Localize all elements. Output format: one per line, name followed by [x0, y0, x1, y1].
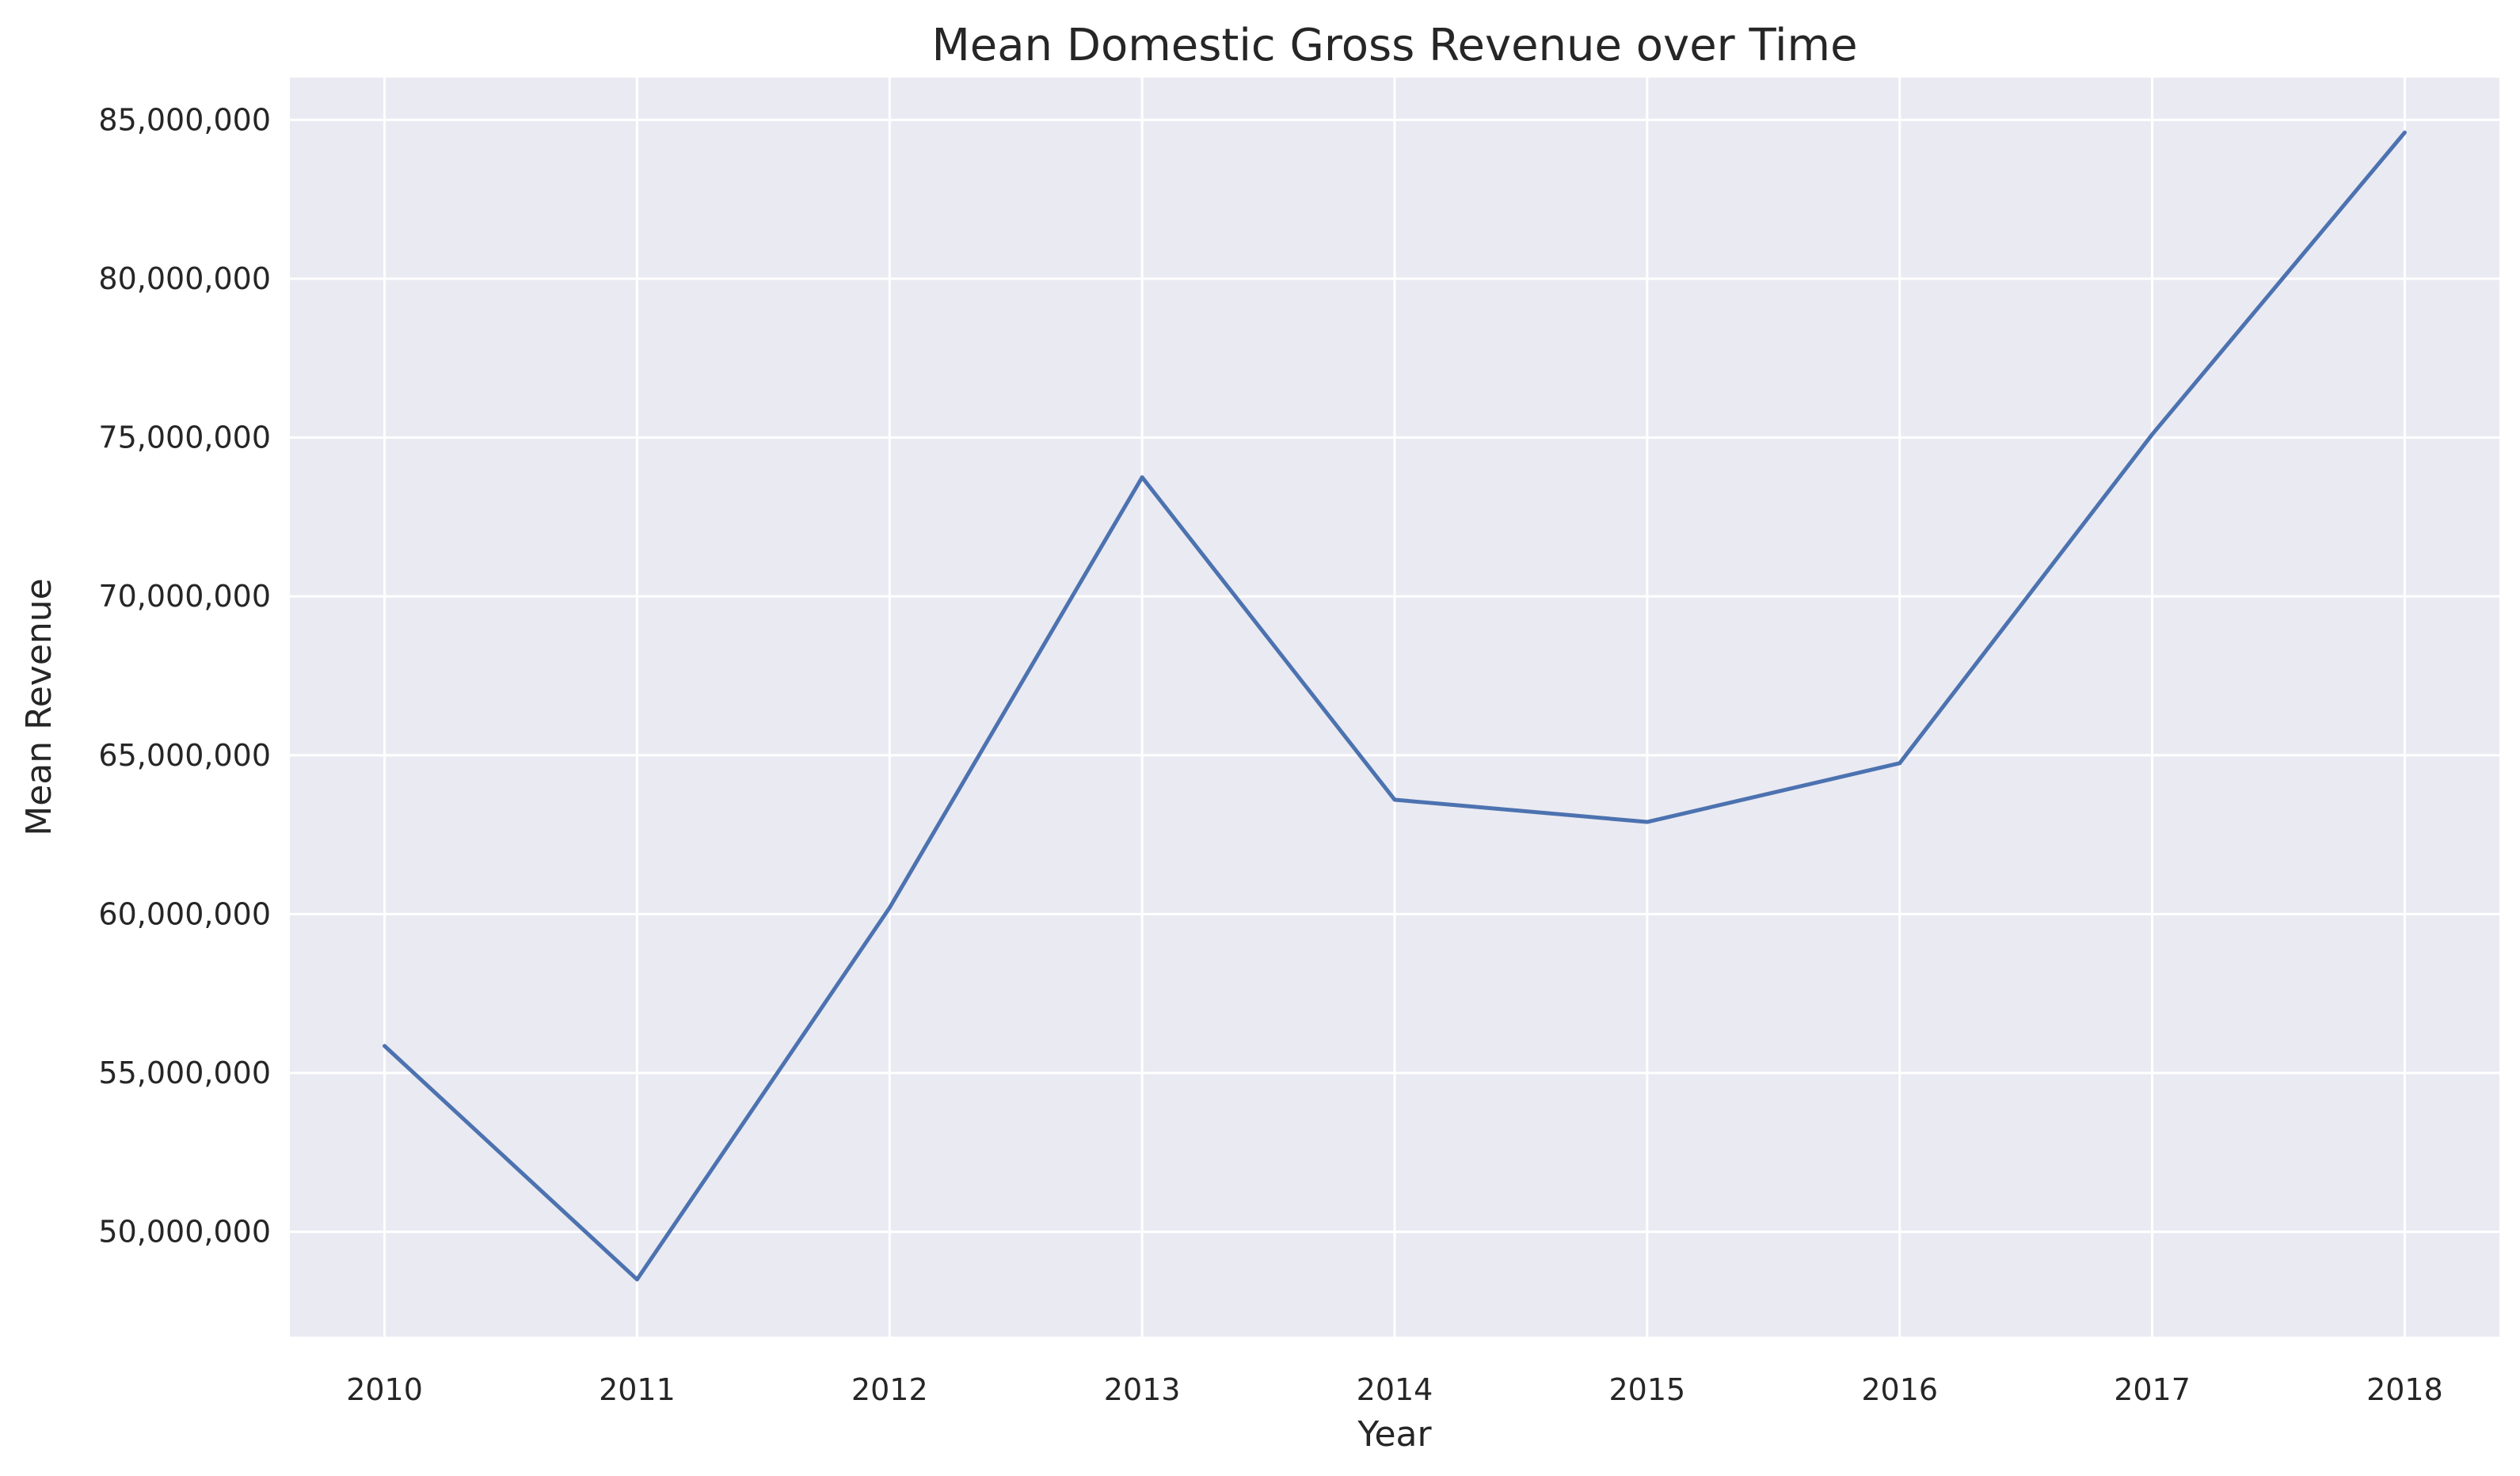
grid [290, 78, 2499, 1337]
x-tick-label: 2014 [1357, 1372, 1433, 1407]
x-tick-label: 2017 [2114, 1372, 2191, 1407]
x-axis-label: Year [1357, 1414, 1432, 1455]
y-tick-label: 85,000,000 [98, 102, 271, 137]
chart-title: Mean Domestic Gross Revenue over Time [931, 20, 1857, 71]
x-tick-label: 2015 [1608, 1372, 1685, 1407]
y-tick-label: 80,000,000 [98, 261, 271, 296]
series-layer [383, 130, 2407, 1282]
y-tick-label: 75,000,000 [98, 420, 271, 455]
x-tick-label: 2018 [2366, 1372, 2443, 1407]
y-tick-label: 70,000,000 [98, 579, 271, 614]
y-tick-label: 65,000,000 [98, 738, 271, 773]
y-tick-label: 50,000,000 [98, 1215, 271, 1250]
y-tick-label: 60,000,000 [98, 896, 271, 931]
y-axis-label: Mean Revenue [19, 578, 59, 836]
x-tick-label: 2012 [851, 1372, 928, 1407]
x-tick-label: 2011 [599, 1372, 676, 1407]
x-axis-ticks: 2010 2011 2012 2013 2014 2015 2016 2017 2018 [346, 1372, 2443, 1407]
y-tick-label: 55,000,000 [98, 1056, 271, 1090]
y-axis-ticks: 50,000,000 55,000,000 60,000,000 65,000,000… [98, 102, 271, 1249]
x-tick-label: 2010 [346, 1372, 423, 1407]
x-tick-label: 2013 [1104, 1372, 1181, 1407]
x-tick-label: 2016 [1861, 1372, 1938, 1407]
